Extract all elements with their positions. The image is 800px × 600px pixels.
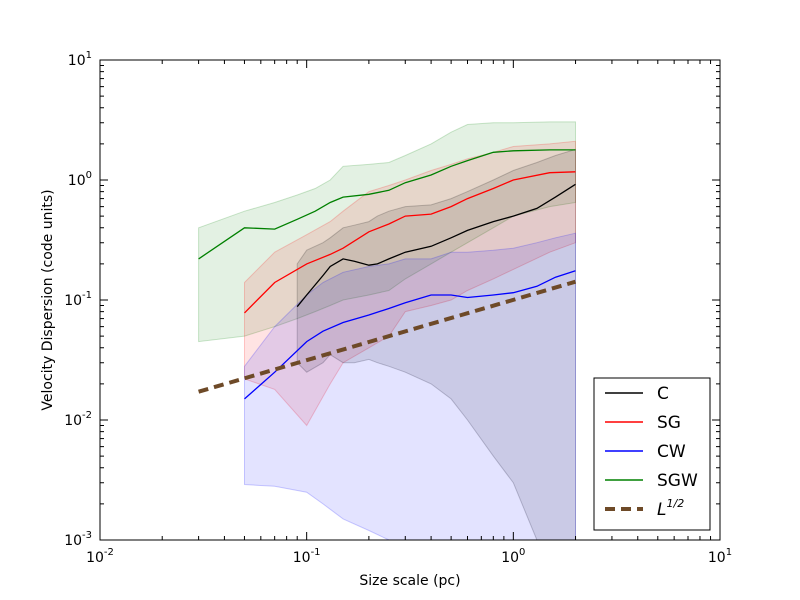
y-axis-title: Velocity Dispersion (code units) [40,189,56,410]
legend: C SG CW SGW L1/2 [593,377,711,531]
y-tick-label: 101 [68,50,92,69]
y-tick-label: 10-2 [64,410,92,429]
legend-label-power: L1/2 [657,497,684,520]
legend-label-sgw: SGW [657,471,698,491]
line-cw [244,270,576,400]
y-tick-label: 100 [68,170,92,189]
legend-label-cw: CW [657,442,686,462]
legend-label-sg: SG [657,413,681,433]
line-c [296,183,576,308]
line-sg [244,171,576,314]
x-axis-title: Size scale (pc) [359,573,460,589]
line-power [198,279,577,394]
x-tick-label: 100 [501,547,525,566]
y-tick-label: 10-3 [64,530,92,549]
series-lines [198,149,577,400]
x-tick-label: 101 [708,547,732,566]
band-sgw [198,121,576,343]
x-tick-label: 10-2 [86,547,114,566]
legend-frame [593,377,711,531]
x-tick-label: 10-1 [293,547,321,566]
legend-label-c: C [657,384,669,404]
uncertainty-bands [198,121,576,540]
band-cw [244,232,576,540]
line-sgw [198,149,576,260]
y-tick-label: 10-1 [64,290,92,309]
band-c [296,148,576,540]
